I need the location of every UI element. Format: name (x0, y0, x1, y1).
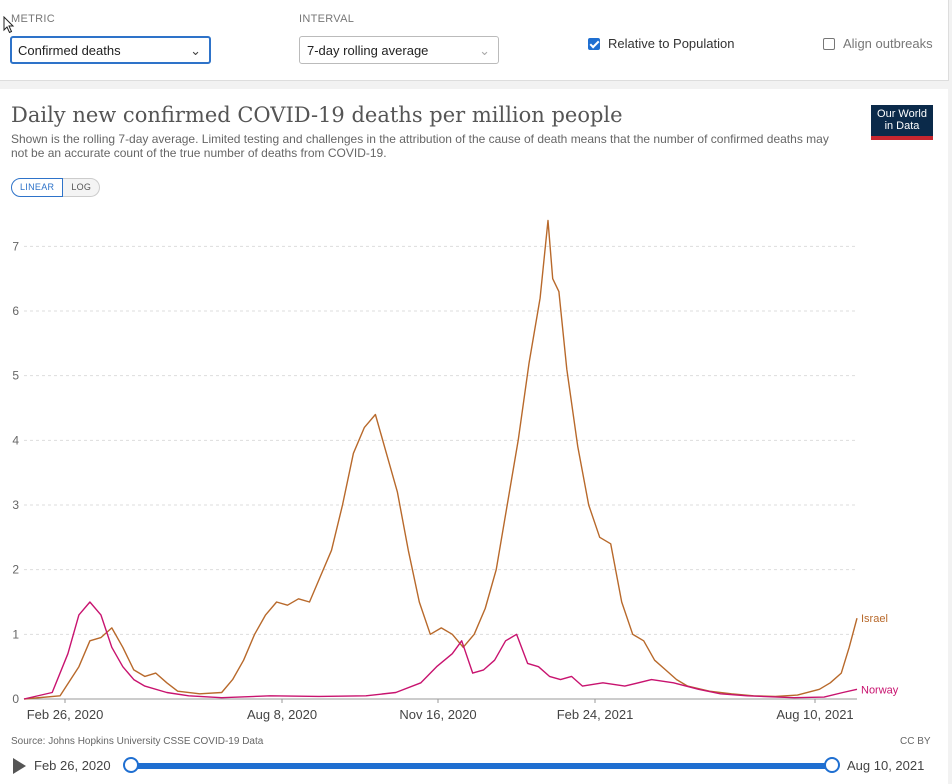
chart-card: Daily new confirmed COVID-19 deaths per … (0, 89, 948, 784)
linear-scale-button[interactable]: LINEAR (11, 178, 64, 197)
scale-toggle: LINEAR LOG (11, 178, 101, 197)
interval-select[interactable]: 7-day rolling average ⌄ (299, 36, 499, 64)
relative-to-population-label: Relative to Population (608, 36, 735, 51)
interval-select-value: 7-day rolling average (307, 43, 429, 58)
timeline-start-handle[interactable] (123, 757, 139, 773)
license-link[interactable]: CC BY (900, 736, 931, 747)
metric-label: METRIC (11, 13, 55, 25)
mouse-pointer-icon (3, 16, 15, 34)
metric-select-value: Confirmed deaths (18, 43, 121, 58)
x-tick-label: Feb 26, 2020 (27, 707, 104, 722)
metric-select[interactable]: Confirmed deaths ⌄ (10, 36, 211, 64)
y-tick-label: 0 (12, 692, 19, 706)
y-tick-label: 6 (12, 304, 19, 318)
timeline-start-label: Feb 26, 2020 (34, 758, 111, 773)
log-scale-button[interactable]: LOG (63, 178, 101, 197)
norway-series-label: Norway (861, 684, 899, 696)
timeline: Feb 26, 2020 Aug 10, 2021 (0, 751, 948, 781)
israel-series-label: Israel (861, 613, 888, 625)
y-tick-label: 1 (12, 627, 19, 641)
timeline-slider-track[interactable] (131, 763, 832, 769)
x-tick-label: Aug 8, 2020 (247, 707, 317, 722)
y-tick-label: 5 (12, 369, 19, 383)
y-tick-label: 2 (12, 563, 19, 577)
interval-label: INTERVAL (299, 13, 355, 25)
norway-series-line (23, 601, 858, 700)
align-outbreaks-checkbox[interactable]: Align outbreaks (823, 36, 933, 51)
logo-line-1: Our World (877, 108, 927, 120)
y-tick-label: 7 (12, 239, 19, 253)
timeline-end-label: Aug 10, 2021 (847, 758, 925, 773)
chevron-down-icon: ⌄ (479, 43, 490, 58)
checkbox-checked-icon[interactable] (588, 37, 600, 50)
align-outbreaks-label: Align outbreaks (843, 36, 933, 51)
y-tick-label: 3 (12, 498, 19, 512)
chart-subtitle: Shown is the rolling 7-day average. Limi… (11, 132, 829, 160)
line-chart: 0 1 2 3 4 5 6 7 Feb 26, 2020 Aug 8, 2020 Nov 16, 2… (12, 219, 899, 722)
relative-to-population-checkbox[interactable]: Relative to Population (588, 36, 734, 51)
x-tick-label: Nov 16, 2020 (399, 707, 476, 722)
chevron-down-icon: ⌄ (190, 43, 201, 58)
timeline-end-handle[interactable] (824, 757, 840, 773)
checkbox-unchecked-icon[interactable] (823, 37, 835, 50)
owid-logo[interactable]: Our World in Data (871, 105, 933, 140)
chart-title: Daily new confirmed COVID-19 deaths per … (11, 103, 623, 127)
source-note[interactable]: Source: Johns Hopkins University CSSE CO… (11, 736, 264, 747)
y-tick-label: 4 (12, 433, 19, 447)
israel-series-line (23, 219, 858, 700)
x-tick-label: Aug 10, 2021 (776, 707, 853, 722)
controls-bar: METRIC Confirmed deaths ⌄ INTERVAL 7-day… (0, 0, 949, 81)
play-icon[interactable] (13, 758, 26, 774)
logo-line-2: in Data (884, 120, 920, 132)
x-tick-label: Feb 24, 2021 (557, 707, 634, 722)
